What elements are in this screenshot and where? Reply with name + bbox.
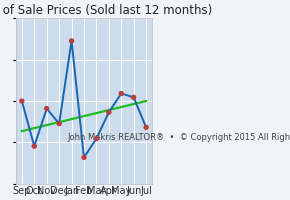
Point	[19, 99, 24, 103]
Point	[131, 96, 136, 99]
Point	[57, 122, 61, 125]
Point	[144, 126, 148, 129]
Point	[32, 145, 37, 148]
Point	[44, 107, 49, 110]
Point	[106, 111, 111, 114]
Point	[69, 39, 74, 42]
Title: Median of Sale Prices (Sold last 12 months): Median of Sale Prices (Sold last 12 mont…	[0, 4, 212, 17]
Text: John Makris REALTOR®  •  © Copyright 2015 All Rights Reserved: John Makris REALTOR® • © Copyright 2015 …	[68, 133, 290, 142]
Point	[94, 137, 99, 140]
Point	[82, 156, 86, 159]
Point	[119, 92, 124, 95]
